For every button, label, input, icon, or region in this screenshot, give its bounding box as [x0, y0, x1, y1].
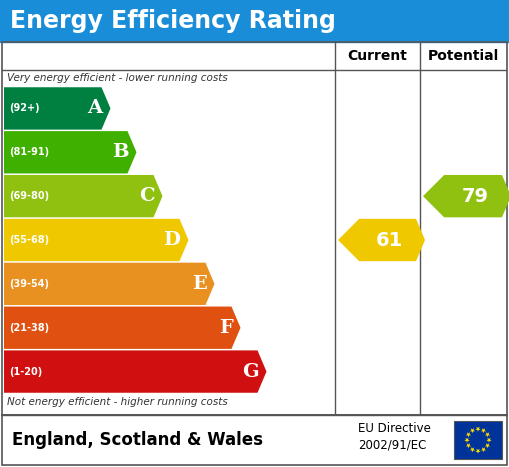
Text: 79: 79	[462, 187, 489, 205]
Text: EU Directive
2002/91/EC: EU Directive 2002/91/EC	[358, 422, 431, 452]
Polygon shape	[4, 175, 162, 217]
Text: (39-54): (39-54)	[9, 279, 49, 289]
Text: Very energy efficient - lower running costs: Very energy efficient - lower running co…	[7, 73, 228, 83]
Polygon shape	[470, 428, 475, 433]
Text: Potential: Potential	[428, 49, 499, 63]
Polygon shape	[486, 438, 492, 443]
Polygon shape	[466, 443, 471, 448]
Text: G: G	[242, 362, 259, 381]
Polygon shape	[475, 427, 480, 432]
Text: B: B	[112, 143, 128, 161]
Text: F: F	[219, 318, 233, 337]
Polygon shape	[481, 428, 486, 433]
Polygon shape	[338, 219, 425, 261]
Polygon shape	[4, 262, 214, 305]
Polygon shape	[423, 175, 509, 217]
Polygon shape	[4, 219, 188, 261]
Text: (1-20): (1-20)	[9, 367, 42, 376]
Polygon shape	[485, 443, 490, 448]
Bar	[2, 415, 507, 465]
Text: Current: Current	[348, 49, 407, 63]
Text: D: D	[163, 231, 181, 249]
Text: (81-91): (81-91)	[9, 147, 49, 157]
Text: (21-38): (21-38)	[9, 323, 49, 333]
Text: 61: 61	[376, 231, 403, 249]
Bar	[0, 0, 509, 42]
Text: Energy Efficiency Rating: Energy Efficiency Rating	[10, 9, 336, 33]
Polygon shape	[4, 306, 240, 349]
Polygon shape	[475, 449, 480, 454]
Polygon shape	[4, 350, 267, 393]
Polygon shape	[4, 87, 110, 130]
Polygon shape	[4, 131, 136, 173]
Text: Not energy efficient - higher running costs: Not energy efficient - higher running co…	[7, 397, 228, 407]
Text: A: A	[88, 99, 102, 117]
Polygon shape	[481, 447, 486, 453]
Text: (92+): (92+)	[9, 103, 40, 113]
Text: (55-68): (55-68)	[9, 235, 49, 245]
Text: (69-80): (69-80)	[9, 191, 49, 201]
Polygon shape	[485, 432, 490, 437]
Text: C: C	[139, 187, 155, 205]
Bar	[2, 42, 507, 415]
Text: England, Scotland & Wales: England, Scotland & Wales	[12, 431, 263, 449]
Text: E: E	[191, 275, 207, 293]
Polygon shape	[466, 432, 471, 437]
Polygon shape	[470, 447, 475, 453]
Polygon shape	[464, 438, 470, 443]
Bar	[454, 421, 502, 459]
